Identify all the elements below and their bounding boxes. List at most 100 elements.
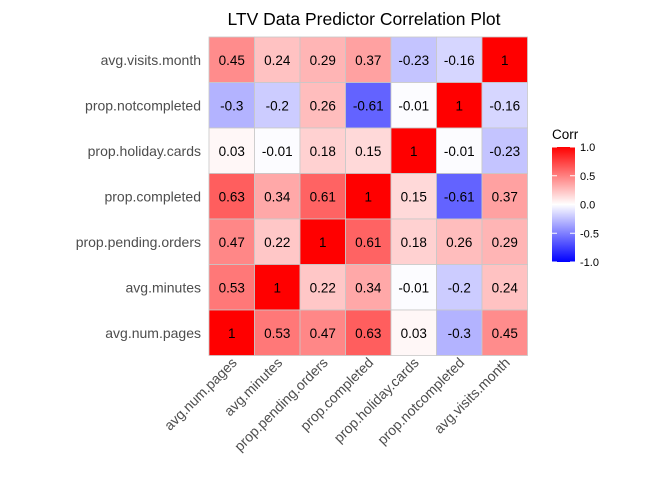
heatmap-cell — [254, 127, 301, 174]
cell-value-label: 0.37 — [492, 189, 518, 204]
cell-value-label: 1 — [410, 144, 418, 159]
cell-value-label: 0.03 — [219, 144, 245, 159]
cell-value-label: 0.18 — [401, 235, 427, 250]
heatmap-cell — [481, 264, 528, 311]
heatmap-cell — [481, 309, 528, 356]
cell-value-label: 0.26 — [310, 98, 336, 113]
cell-value-label: 0.47 — [310, 326, 336, 341]
y-tick-label: prop.holiday.cards — [88, 143, 201, 159]
heatmap-cell — [345, 309, 392, 356]
cell-value-label: -0.16 — [444, 53, 475, 68]
legend-title: Corr — [552, 127, 579, 142]
heatmap-cell — [481, 173, 528, 220]
cell-value-label: -0.61 — [444, 189, 475, 204]
heatmap-cell — [254, 173, 301, 220]
heatmap-cell — [345, 264, 392, 311]
heatmap-cell — [299, 218, 346, 265]
cell-value-label: -0.23 — [398, 53, 429, 68]
legend-tick-label: 0.0 — [580, 200, 595, 212]
legend-colorbar — [552, 147, 575, 262]
heatmap-cell — [345, 127, 392, 174]
heatmap-cell — [299, 309, 346, 356]
legend-tick-label: -0.5 — [580, 228, 599, 240]
heatmap-cell — [345, 173, 392, 220]
y-axis-labels: avg.visits.month prop.notcompleted prop.ho… — [76, 52, 201, 341]
legend-tick-label: 0.5 — [580, 171, 595, 183]
cell-value-label: 0.63 — [355, 326, 381, 341]
color-legend: Corr 1.0 0.5 0.0 -0.5 -1.0 — [552, 127, 599, 269]
cell-value-label: 1 — [319, 235, 327, 250]
heatmap-cell — [390, 82, 437, 129]
legend-tick-label: -1.0 — [580, 257, 599, 269]
cell-value-label: -0.2 — [266, 98, 289, 113]
heatmap-cell — [208, 173, 255, 220]
heatmap-cell — [481, 127, 528, 174]
cell-value-label: 0.53 — [264, 326, 290, 341]
cell-value-label: 0.24 — [492, 280, 519, 295]
cell-value-label: 0.34 — [355, 280, 382, 295]
cell-value-label: -0.61 — [353, 98, 384, 113]
x-axis-labels: avg.num.pagesavg.minutesprop.pending.ord… — [161, 354, 513, 454]
heatmap-cell — [390, 264, 437, 311]
cell-value-label: 0.26 — [446, 235, 472, 250]
cell-value-label: 0.47 — [219, 235, 245, 250]
x-tick-label: prop.holiday.cards — [330, 354, 421, 445]
cell-value-label: 0.29 — [310, 53, 336, 68]
cell-value-label: -0.01 — [444, 144, 475, 159]
cell-value-label: 0.18 — [310, 144, 336, 159]
cell-value-label: 1 — [273, 280, 281, 295]
cell-value-label: 0.63 — [219, 189, 245, 204]
cell-value-label: 1 — [228, 326, 236, 341]
cell-value-label: 0.22 — [310, 280, 336, 295]
cell-value-label: 1 — [455, 98, 463, 113]
cell-value-label: 0.45 — [219, 53, 245, 68]
heatmap-cell — [208, 309, 255, 356]
heatmap-cell — [299, 36, 346, 83]
cell-value-label: -0.01 — [262, 144, 293, 159]
heatmap-cell — [208, 264, 255, 311]
cell-value-label: 0.22 — [264, 235, 290, 250]
cell-value-label: -0.2 — [448, 280, 471, 295]
cell-value-label: 0.61 — [355, 235, 381, 250]
chart-title: LTV Data Predictor Correlation Plot — [228, 9, 501, 29]
cell-value-label: 0.24 — [264, 53, 291, 68]
cell-value-label: 0.03 — [401, 326, 427, 341]
heatmap-cell — [436, 173, 483, 220]
heatmap-cell — [481, 82, 528, 129]
heatmap-cell — [299, 82, 346, 129]
legend-tick-label: 1.0 — [580, 142, 595, 154]
cell-value-label: 0.34 — [264, 189, 291, 204]
y-tick-label: prop.pending.orders — [76, 234, 201, 250]
x-tick-label: prop.notcompleted — [374, 354, 467, 447]
cell-value-label: 0.53 — [219, 280, 245, 295]
y-tick-label: avg.visits.month — [101, 52, 201, 68]
heatmap-cell — [254, 36, 301, 83]
heatmap-cell — [436, 127, 483, 174]
y-tick-label: avg.num.pages — [105, 325, 201, 341]
heatmap-cell — [436, 309, 483, 356]
cell-value-label: -0.3 — [448, 326, 471, 341]
cell-value-label: -0.23 — [489, 144, 520, 159]
heatmap-cell — [208, 36, 255, 83]
cell-value-label: 0.29 — [492, 235, 518, 250]
heatmap-cell — [436, 36, 483, 83]
cell-value-label: -0.16 — [489, 98, 520, 113]
y-tick-label: prop.notcompleted — [85, 97, 201, 113]
cell-value-label: 1 — [364, 189, 372, 204]
heatmap-cell — [299, 127, 346, 174]
cell-value-label: 0.61 — [310, 189, 336, 204]
y-tick-label: prop.completed — [104, 188, 201, 204]
cell-value-label: -0.01 — [398, 98, 429, 113]
cell-value-label: -0.01 — [398, 280, 429, 295]
y-tick-label: avg.minutes — [126, 279, 201, 295]
heatmap-cells: 0.45 0.24 0.29 0.37 -0.23 -0.16 1 -0.3 -0.2 0.26 -… — [208, 36, 528, 356]
heatmap-cell — [254, 264, 301, 311]
cell-value-label: 0.37 — [355, 53, 381, 68]
cell-value-label: -0.3 — [220, 98, 243, 113]
heatmap-cell — [390, 127, 437, 174]
cell-value-label: 0.45 — [492, 326, 518, 341]
heatmap-cell — [208, 82, 255, 129]
cell-value-label: 0.15 — [401, 189, 427, 204]
